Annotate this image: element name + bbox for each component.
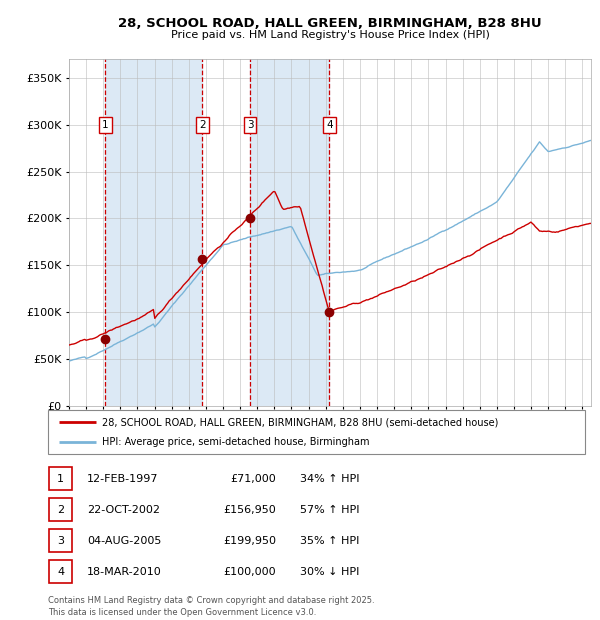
Text: 4: 4: [326, 120, 332, 130]
Text: 2: 2: [199, 120, 206, 130]
Text: 3: 3: [57, 536, 64, 546]
Text: 2: 2: [57, 505, 64, 515]
Text: HPI: Average price, semi-detached house, Birmingham: HPI: Average price, semi-detached house,…: [101, 437, 369, 447]
FancyBboxPatch shape: [49, 498, 72, 521]
FancyBboxPatch shape: [49, 529, 72, 552]
Text: 18-MAR-2010: 18-MAR-2010: [87, 567, 162, 577]
Text: 22-OCT-2002: 22-OCT-2002: [87, 505, 160, 515]
Text: £199,950: £199,950: [223, 536, 276, 546]
Text: 34% ↑ HPI: 34% ↑ HPI: [300, 474, 359, 484]
Text: 28, SCHOOL ROAD, HALL GREEN, BIRMINGHAM, B28 8HU: 28, SCHOOL ROAD, HALL GREEN, BIRMINGHAM,…: [118, 17, 542, 30]
Text: 04-AUG-2005: 04-AUG-2005: [87, 536, 161, 546]
FancyBboxPatch shape: [48, 410, 585, 454]
Text: 1: 1: [102, 120, 109, 130]
Text: £71,000: £71,000: [230, 474, 276, 484]
Bar: [105, 59, 202, 406]
Text: 3: 3: [247, 120, 254, 130]
Text: £156,950: £156,950: [223, 505, 276, 515]
Text: 4: 4: [57, 567, 64, 577]
Text: Contains HM Land Registry data © Crown copyright and database right 2025.
This d: Contains HM Land Registry data © Crown c…: [48, 596, 374, 617]
FancyBboxPatch shape: [49, 467, 72, 490]
FancyBboxPatch shape: [49, 560, 72, 583]
Text: 1: 1: [57, 474, 64, 484]
Text: 12-FEB-1997: 12-FEB-1997: [87, 474, 158, 484]
Text: 57% ↑ HPI: 57% ↑ HPI: [300, 505, 359, 515]
Text: 30% ↓ HPI: 30% ↓ HPI: [300, 567, 359, 577]
Text: £100,000: £100,000: [223, 567, 276, 577]
Text: 35% ↑ HPI: 35% ↑ HPI: [300, 536, 359, 546]
Bar: [250, 59, 329, 406]
Text: Price paid vs. HM Land Registry's House Price Index (HPI): Price paid vs. HM Land Registry's House …: [170, 30, 490, 40]
Text: 28, SCHOOL ROAD, HALL GREEN, BIRMINGHAM, B28 8HU (semi-detached house): 28, SCHOOL ROAD, HALL GREEN, BIRMINGHAM,…: [101, 417, 498, 427]
